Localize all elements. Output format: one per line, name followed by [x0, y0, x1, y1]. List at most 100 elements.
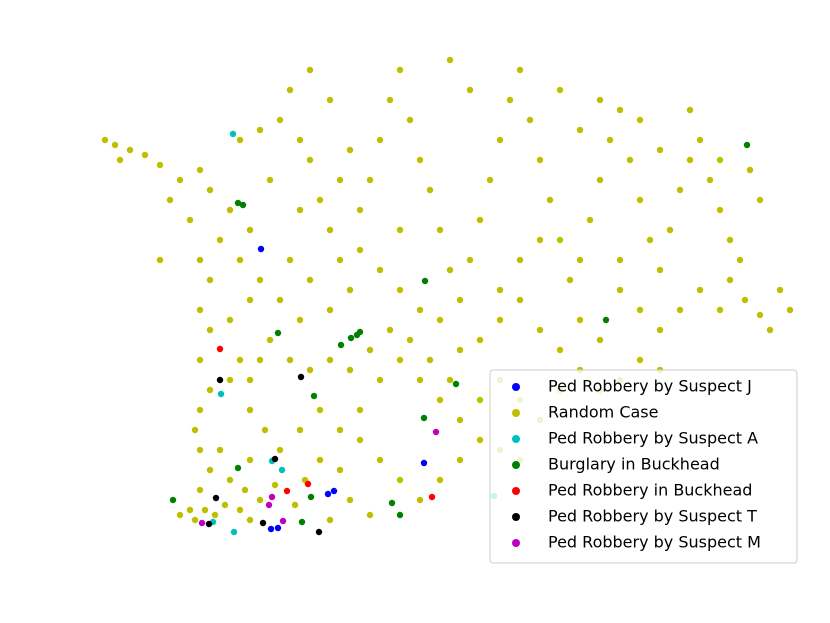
point	[636, 196, 644, 204]
point	[386, 96, 394, 104]
point	[166, 196, 174, 204]
point	[596, 336, 604, 344]
series	[205, 373, 323, 536]
point	[526, 116, 534, 124]
point	[546, 196, 554, 204]
point	[356, 246, 364, 254]
point	[396, 511, 404, 519]
point	[326, 96, 334, 104]
point	[356, 328, 364, 336]
point	[336, 426, 344, 434]
point	[356, 406, 364, 414]
point	[234, 199, 242, 207]
point	[283, 487, 291, 495]
point	[676, 186, 684, 194]
point	[296, 136, 304, 144]
point	[376, 376, 384, 384]
point	[346, 146, 354, 154]
legend-marker	[512, 539, 520, 547]
point	[656, 266, 664, 274]
legend-marker	[512, 487, 520, 495]
point	[276, 116, 284, 124]
point	[286, 86, 294, 94]
point	[274, 329, 282, 337]
point	[271, 455, 279, 463]
legend-marker	[512, 513, 520, 521]
point	[298, 518, 306, 526]
point	[236, 256, 244, 264]
point	[229, 130, 237, 138]
point	[356, 436, 364, 444]
point	[246, 456, 254, 464]
point	[196, 306, 204, 314]
point	[386, 326, 394, 334]
point	[766, 326, 774, 334]
point	[267, 525, 275, 533]
legend-marker	[512, 435, 520, 443]
point	[216, 446, 224, 454]
point	[420, 414, 428, 422]
point	[246, 226, 254, 234]
point	[516, 66, 524, 74]
point	[336, 466, 344, 474]
point	[186, 216, 194, 224]
point	[265, 501, 273, 509]
point	[576, 256, 584, 264]
point	[326, 306, 334, 314]
point	[476, 336, 484, 344]
point	[191, 426, 199, 434]
point	[436, 476, 444, 484]
point	[169, 496, 177, 504]
point	[216, 345, 224, 353]
point	[306, 276, 314, 284]
point	[432, 428, 440, 436]
point	[636, 116, 644, 124]
point	[636, 356, 644, 364]
point	[217, 390, 225, 398]
point	[396, 66, 404, 74]
point	[316, 406, 324, 414]
point	[279, 517, 287, 525]
point	[336, 256, 344, 264]
point	[726, 276, 734, 284]
point	[756, 196, 764, 204]
point	[396, 226, 404, 234]
point	[156, 256, 164, 264]
point	[198, 519, 206, 527]
point	[741, 296, 749, 304]
point	[428, 493, 436, 501]
point	[266, 176, 274, 184]
point	[196, 486, 204, 494]
point	[310, 392, 318, 400]
point	[376, 266, 384, 274]
point	[326, 356, 334, 364]
point	[226, 376, 234, 384]
point	[326, 226, 334, 234]
point	[230, 528, 238, 536]
point	[456, 346, 464, 354]
point	[234, 464, 242, 472]
point	[216, 376, 224, 384]
legend-label: Ped Robbery by Suspect T	[548, 507, 757, 526]
point	[426, 186, 434, 194]
point	[276, 296, 284, 304]
point	[576, 126, 584, 134]
point	[196, 356, 204, 364]
point	[226, 206, 234, 214]
legend-label: Burglary in Buckhead	[548, 455, 720, 474]
point	[466, 86, 474, 94]
point	[716, 206, 724, 214]
point	[696, 136, 704, 144]
point	[176, 176, 184, 184]
legend-label: Random Case	[548, 403, 658, 422]
point	[556, 86, 564, 94]
point	[278, 466, 286, 474]
point	[756, 311, 764, 319]
point	[259, 519, 267, 527]
point	[206, 276, 214, 284]
point	[366, 346, 374, 354]
point	[256, 356, 264, 364]
point	[376, 136, 384, 144]
point	[396, 476, 404, 484]
